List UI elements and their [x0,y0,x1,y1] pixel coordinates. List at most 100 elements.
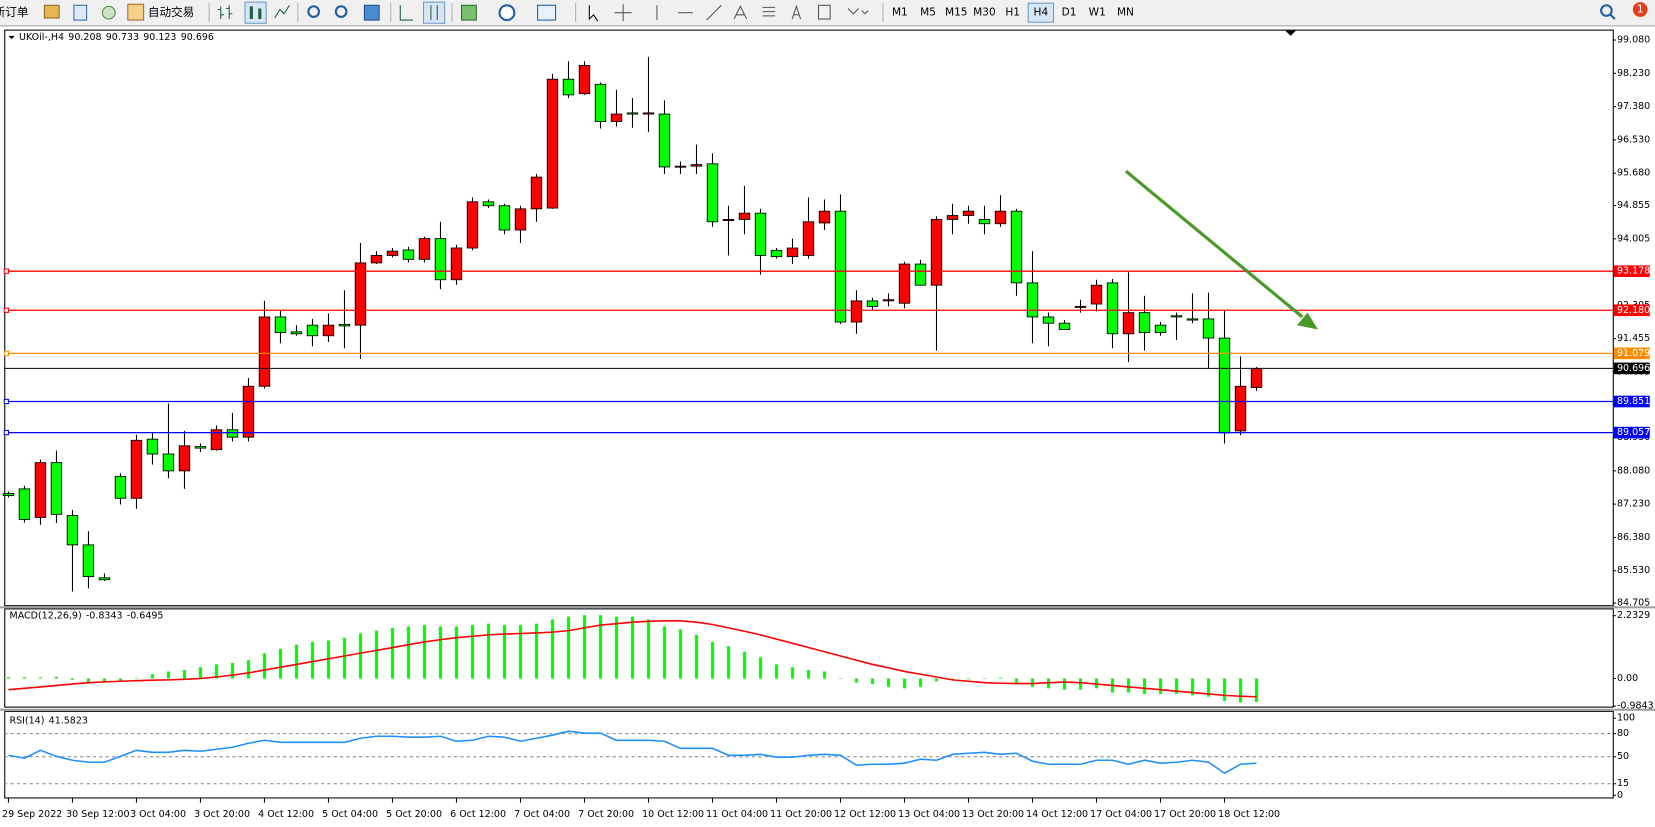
icon[interactable] [706,4,722,21]
timeframe-button[interactable]: M1 [892,7,908,19]
icon[interactable] [73,4,88,21]
level-handle [3,268,9,274]
y-tick-label: -0.9843 [1617,701,1654,712]
timeframe-button[interactable]: M5 [920,7,936,19]
indicator-header: MACD(12,26,9) -0.8343 -0.6495 [10,610,164,621]
macd-bar [1190,678,1195,696]
macd-bar [390,627,395,679]
macd-panel[interactable] [4,608,1614,708]
y-tick-label: 94.005 [1617,233,1650,244]
toolbar: 新订单 自动交易 M1 M5 M15 M30 H1 H4 D1 W1 [0,0,1655,27]
candle-body [946,215,959,220]
macd-bar [646,619,651,679]
macd-bar [214,664,219,679]
icon[interactable] [363,4,380,21]
candle-body [34,462,47,518]
toolbar-bg [0,0,1655,27]
timeframe-button[interactable]: M15 [945,7,968,19]
icon[interactable] [762,6,776,17]
auto-trading-icon[interactable] [127,3,145,21]
candle-body [866,300,879,307]
icon[interactable] [101,5,116,20]
icon-active[interactable] [422,1,446,24]
level-label-bg [1613,304,1650,317]
candle-body [2,493,15,496]
icon[interactable] [461,4,477,21]
icon[interactable] [847,8,869,15]
level-handle [3,307,9,313]
x-tick-label: 18 Oct 12:00 [1218,809,1280,820]
candle-body [162,453,175,472]
header-field: -0.8343 [86,610,123,621]
timeframe-button[interactable]: H4 [1034,7,1049,19]
search-icon[interactable] [1600,4,1613,17]
icon[interactable] [334,5,348,18]
macd-bar [198,667,203,679]
macd-bar [470,625,475,679]
new-order-button[interactable]: 新订单 [0,5,29,19]
macd-bar [774,664,779,679]
notification-badge[interactable] [1632,2,1648,17]
macd-bar [1254,678,1259,702]
collapse-marker [8,35,15,40]
candle-body [242,385,255,438]
x-tick-label: 13 Oct 20:00 [962,809,1024,820]
x-tick-label: 7 Oct 04:00 [514,809,570,820]
timeframe-active [1027,2,1055,23]
x-tick-label: 5 Oct 20:00 [386,809,442,820]
icon[interactable] [274,5,290,19]
timeframe-button[interactable]: D1 [1062,7,1077,19]
icon[interactable] [588,5,599,22]
icon[interactable] [430,5,438,21]
icon[interactable] [498,4,516,22]
icon[interactable] [537,4,557,21]
macd-bar [1078,678,1083,690]
macd-bar [278,648,283,679]
candle-body [1202,318,1215,339]
icon[interactable] [217,5,233,20]
x-tick-label: 3 Oct 20:00 [194,809,250,820]
candle-body [226,429,239,438]
macd-bar [486,623,491,679]
macd-bar [870,678,875,685]
icon[interactable] [733,5,748,20]
candle-body [594,83,607,122]
timeframe-button[interactable]: M30 [973,7,996,19]
auto-trading-button[interactable]: 自动交易 [148,5,194,19]
candle-body [1074,305,1087,308]
candle-body [722,218,735,222]
icon[interactable] [399,5,413,21]
macd-bar [614,616,619,679]
x-tick-label: 13 Oct 04:00 [898,809,960,820]
macd-bar [1222,678,1227,701]
x-tick-label: 7 Oct 20:00 [578,809,634,820]
timeframe-button[interactable]: MN [1117,7,1134,19]
current-price-bg [1613,362,1650,375]
icon[interactable] [614,4,632,22]
candle-body [1186,318,1199,321]
icon[interactable] [307,5,321,18]
icon[interactable] [817,4,831,20]
timeframe-button[interactable]: W1 [1089,7,1106,19]
candle-body [466,201,479,249]
level-label-bg [1613,347,1650,360]
candle-body [258,316,271,387]
header-field: 90.123 [143,31,176,42]
macd-bar [806,670,811,679]
candle-body [626,112,639,115]
candle-body [210,429,223,451]
icon-active[interactable] [244,1,267,24]
macd-bar [182,670,187,679]
icon[interactable] [249,6,262,20]
candle-body [962,210,975,216]
main-panel[interactable] [4,29,1614,607]
candle-body [978,218,991,225]
icon[interactable] [43,4,60,19]
timeframe-button[interactable]: H1 [1005,7,1020,19]
candle-body [882,299,895,302]
candle-body [914,263,927,286]
macd-bar [694,634,699,679]
icon[interactable] [791,4,802,20]
candle-body [754,212,767,256]
candle-body [562,78,575,96]
